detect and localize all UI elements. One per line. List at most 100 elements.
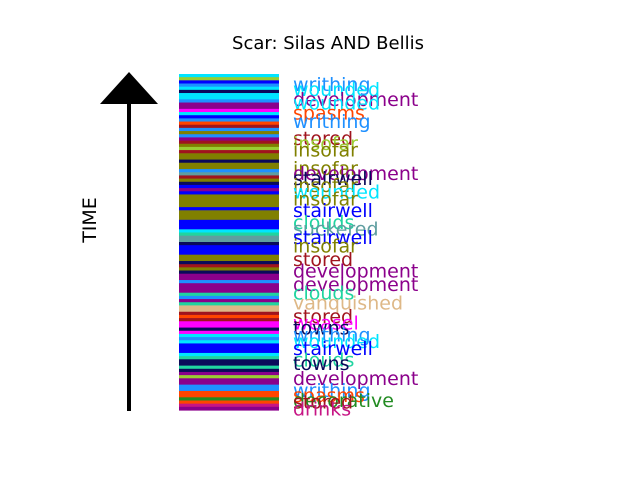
stripe (179, 346, 279, 351)
stripe-label: insofar (293, 188, 358, 210)
stripe-label: stairwell (293, 168, 373, 190)
stripe-label: clouds (293, 350, 354, 372)
stripe (179, 213, 279, 218)
stripe (179, 406, 279, 411)
stripe (179, 124, 279, 129)
stripe (179, 311, 279, 316)
stripe-label: suckered (293, 219, 379, 241)
time-axis-arrow (100, 72, 158, 411)
stripe-label: stored (293, 392, 353, 414)
stripe-label: insofar (293, 235, 358, 257)
stripe (179, 305, 279, 310)
stripe (179, 203, 279, 208)
stripe-label: spasms (293, 103, 365, 125)
stripe-label: vanquished (293, 293, 403, 315)
stripe (179, 172, 279, 177)
stripe (179, 387, 279, 392)
stripe-label: decorative (293, 390, 394, 412)
stripe (179, 308, 279, 313)
stripe-label: wounded (293, 331, 380, 353)
stripe (179, 333, 279, 338)
stripe (179, 242, 279, 246)
stripe (179, 127, 279, 132)
stripe (179, 178, 279, 183)
stripe (179, 232, 279, 237)
stripe (179, 276, 279, 281)
stripe (179, 169, 279, 173)
stripe (179, 381, 279, 386)
stripe (179, 175, 279, 180)
time-arrow-head (100, 72, 158, 104)
stripe (179, 165, 279, 170)
stripe-label: development (293, 163, 418, 185)
stripe (179, 156, 279, 161)
stripe (179, 337, 279, 341)
stripe (179, 137, 279, 142)
stripe (179, 235, 279, 240)
stripe (179, 74, 279, 78)
stripe-label: stairwell (293, 200, 373, 222)
stripe (179, 264, 279, 268)
stripe-label: towns (293, 318, 350, 340)
stripe (179, 197, 279, 202)
stripe-label: wounded (293, 93, 380, 115)
stripe (179, 289, 279, 294)
stripe-label: insofar (293, 133, 358, 155)
stripe (179, 352, 279, 357)
stripe (179, 80, 279, 85)
chart-title: Scar: Silas AND Bellis (232, 33, 424, 54)
stripe (179, 238, 279, 243)
stripe-column (179, 74, 279, 411)
stripe (179, 292, 279, 297)
stripe-label: drinks (293, 398, 351, 420)
stripe (179, 365, 279, 370)
stripe (179, 112, 279, 116)
stripe (179, 286, 279, 291)
stripe (179, 371, 279, 376)
stripe (179, 324, 279, 329)
stripe (179, 159, 279, 164)
stripe (179, 295, 279, 300)
stripe (179, 102, 279, 107)
stripe (179, 118, 279, 123)
stripe (179, 229, 279, 234)
stripe (179, 226, 279, 230)
stripe (179, 397, 279, 402)
stripe (179, 115, 279, 119)
stripe (179, 245, 279, 249)
stripe-label: insofar (293, 158, 358, 180)
stripe (179, 400, 279, 405)
stripe (179, 210, 279, 215)
stripe-label: wounded (293, 182, 380, 204)
stripe-label: clouds (293, 212, 354, 234)
stripe (179, 222, 279, 227)
stripe (179, 86, 279, 91)
stripe (179, 77, 279, 81)
stripe (179, 330, 279, 335)
stripe (179, 194, 279, 199)
stripe (179, 131, 279, 135)
stripe-label: wounded (293, 79, 380, 101)
stripe (179, 267, 279, 272)
stripe (179, 162, 279, 167)
stripe (179, 273, 279, 278)
stripe (179, 134, 279, 138)
stripe-label: writhing (293, 324, 371, 346)
stripe (179, 378, 279, 383)
stripe (179, 368, 279, 373)
stripe (179, 146, 279, 151)
stripe-label: clouds (293, 282, 354, 304)
stripe-label: development (293, 261, 418, 283)
stripe (179, 251, 279, 256)
stripe (179, 375, 279, 379)
stripe-label: insofar (293, 175, 358, 197)
stripe (179, 143, 279, 148)
stripe (179, 105, 279, 110)
stripe (179, 153, 279, 158)
stripe-label: stored (293, 128, 353, 150)
stripe (179, 302, 279, 306)
stripe (179, 299, 279, 303)
stripe (179, 321, 279, 326)
stripe (179, 219, 279, 224)
